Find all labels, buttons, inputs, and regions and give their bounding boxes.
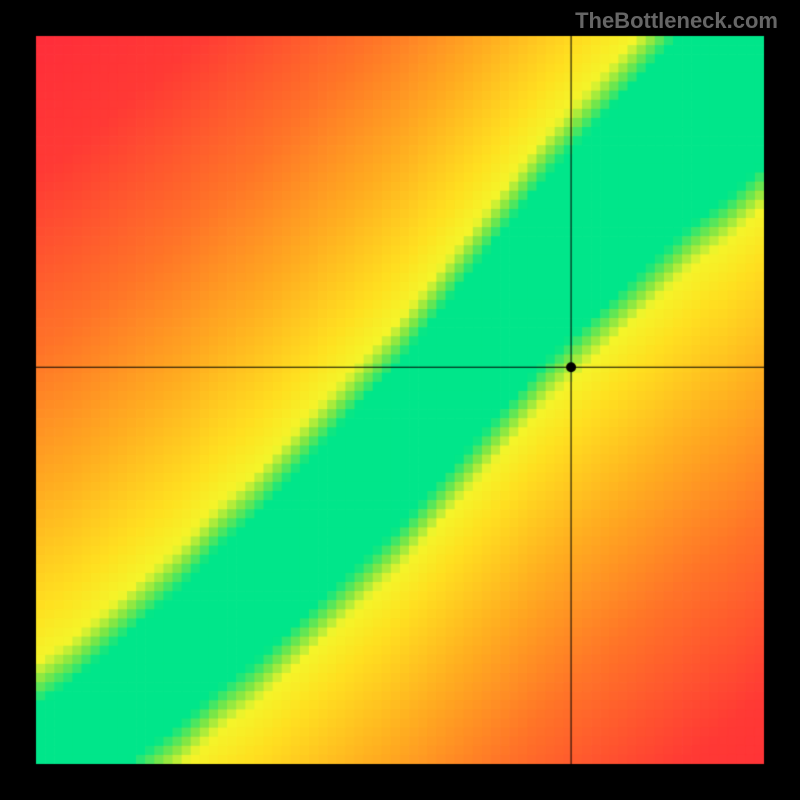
- watermark-text: TheBottleneck.com: [575, 8, 778, 34]
- bottleneck-heatmap-canvas: [0, 0, 800, 800]
- bottleneck-chart-container: TheBottleneck.com: [0, 0, 800, 800]
